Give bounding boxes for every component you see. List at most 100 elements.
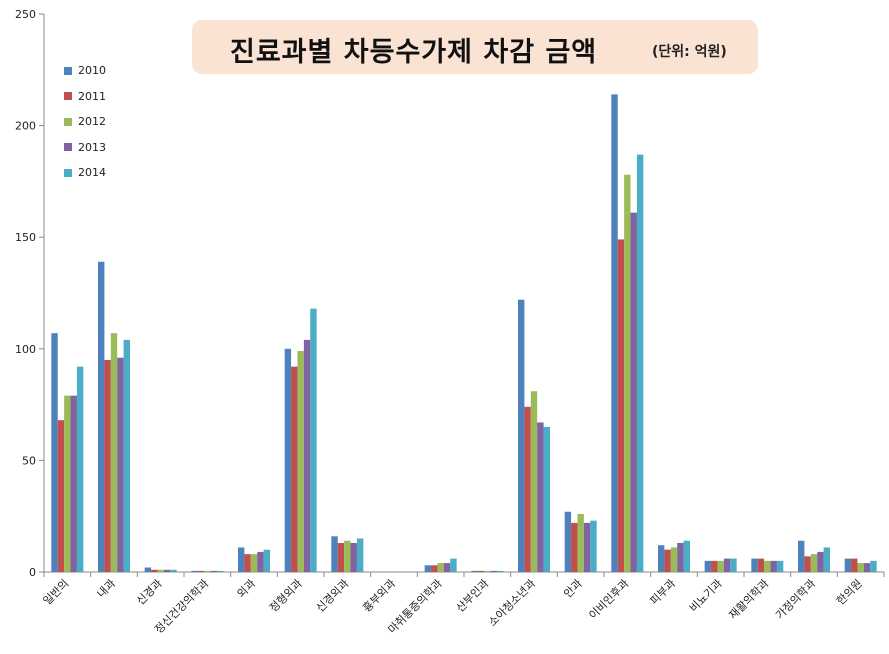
bar-2011-3 xyxy=(197,570,205,572)
y-tick-label: 100 xyxy=(15,343,36,356)
bar-2012-10 xyxy=(530,391,538,572)
bar-2014-2 xyxy=(170,569,177,572)
legend-item: 2014 xyxy=(64,160,106,186)
bar-2014-3 xyxy=(216,570,224,572)
bar-2014-8 xyxy=(450,558,457,572)
x-category-label: 비뇨기과 xyxy=(687,577,725,615)
bar-2010-3 xyxy=(191,570,198,572)
bar-2014-15 xyxy=(776,560,784,572)
bar-2014-9 xyxy=(496,570,504,572)
bar-2011-17 xyxy=(851,558,858,572)
bar-2011-12 xyxy=(617,239,625,572)
bar-2010-14 xyxy=(704,560,712,572)
bar-2012-16 xyxy=(810,554,818,572)
bar-2013-5 xyxy=(303,339,311,572)
bar-2014-13 xyxy=(683,540,690,572)
bar-2010-2 xyxy=(144,567,152,572)
bar-2010-17 xyxy=(844,558,852,572)
bar-2010-6 xyxy=(331,536,338,572)
bar-2014-16 xyxy=(823,547,830,572)
bar-2013-14 xyxy=(723,558,731,572)
bar-2013-15 xyxy=(770,560,777,572)
bar-2013-0 xyxy=(70,395,77,572)
bar-2012-8 xyxy=(437,563,444,572)
x-category-label: 이비인후과 xyxy=(586,577,631,622)
bar-2012-1 xyxy=(110,333,118,572)
bar-2010-4 xyxy=(238,547,245,572)
x-category-label: 가정의학과 xyxy=(773,577,818,622)
bar-2012-11 xyxy=(577,513,584,572)
bar-2014-17 xyxy=(870,560,877,572)
bar-2010-1 xyxy=(98,261,105,572)
y-tick-label: 50 xyxy=(22,454,36,467)
bar-2014-12 xyxy=(636,154,644,572)
bar-2012-6 xyxy=(344,540,351,572)
bar-2014-10 xyxy=(543,426,550,572)
legend-swatch xyxy=(64,66,72,75)
bar-2011-0 xyxy=(57,420,65,572)
y-tick-label: 250 xyxy=(15,8,36,21)
bar-2013-8 xyxy=(443,563,451,572)
bar-2011-10 xyxy=(524,406,531,572)
bar-2014-14 xyxy=(730,558,737,572)
y-tick-label: 0 xyxy=(29,566,36,579)
bar-2010-15 xyxy=(751,558,758,572)
bar-2014-5 xyxy=(310,308,317,572)
x-category-label: 한의원 xyxy=(834,577,865,608)
bar-2010-13 xyxy=(658,545,665,572)
bar-2011-13 xyxy=(664,549,671,572)
bar-2010-16 xyxy=(798,540,805,572)
bar-2010-8 xyxy=(424,565,432,572)
bar-2012-14 xyxy=(717,560,724,572)
chart-title-box xyxy=(192,20,758,74)
bar-2010-9 xyxy=(471,570,478,572)
bar-2011-9 xyxy=(477,570,485,572)
bar-2010-12 xyxy=(611,94,618,573)
bar-2011-2 xyxy=(151,569,158,572)
bar-2011-14 xyxy=(711,560,718,572)
legend-item: 2010 xyxy=(64,58,106,84)
unit-label: (단위: 억원) xyxy=(652,44,727,60)
bar-2010-5 xyxy=(284,348,292,572)
bar-2013-1 xyxy=(117,357,124,572)
bar-2014-4 xyxy=(263,549,270,572)
y-tick-label: 150 xyxy=(15,231,36,244)
bar-2012-5 xyxy=(297,351,304,572)
bar-2011-16 xyxy=(804,556,811,572)
bar-2013-16 xyxy=(817,551,824,572)
bar-2011-8 xyxy=(431,565,438,572)
x-category-label: 내과 xyxy=(95,577,119,601)
chart-legend: 2010 2011 2012 2013 2014 xyxy=(64,58,106,186)
bar-2012-2 xyxy=(157,569,164,572)
legend-swatch xyxy=(64,143,72,152)
bar-2012-4 xyxy=(250,554,258,572)
bar-2011-4 xyxy=(244,554,251,572)
legend-item: 2012 xyxy=(64,109,106,135)
x-category-label: 피부과 xyxy=(647,577,678,608)
bar-2011-6 xyxy=(337,542,345,572)
legend-label: 2014 xyxy=(78,166,106,180)
legend-swatch xyxy=(64,168,72,177)
bar-2014-0 xyxy=(76,366,84,572)
x-category-label: 신경외과 xyxy=(314,577,352,615)
bar-2011-11 xyxy=(571,522,578,572)
bar-2012-13 xyxy=(670,547,678,572)
bar-2010-10 xyxy=(518,299,525,572)
legend-label: 2011 xyxy=(78,89,106,103)
bar-2013-3 xyxy=(210,570,217,572)
bar-2011-15 xyxy=(757,558,765,572)
x-category-label: 일반의 xyxy=(40,576,71,607)
x-category-label: 정형외과 xyxy=(267,577,305,615)
legend-label: 2012 xyxy=(78,115,106,129)
y-tick-label: 200 xyxy=(15,120,36,133)
x-category-label: 신경과 xyxy=(134,577,165,608)
bar-2013-17 xyxy=(863,563,871,572)
bar-2011-1 xyxy=(104,359,111,572)
x-category-label: 재활의학과 xyxy=(726,576,772,622)
bar-2013-11 xyxy=(583,522,591,572)
legend-swatch xyxy=(64,92,72,101)
bar-2012-0 xyxy=(64,395,71,572)
bar-2012-3 xyxy=(204,570,211,572)
legend-swatch xyxy=(64,117,72,126)
bar-2013-4 xyxy=(257,551,264,572)
